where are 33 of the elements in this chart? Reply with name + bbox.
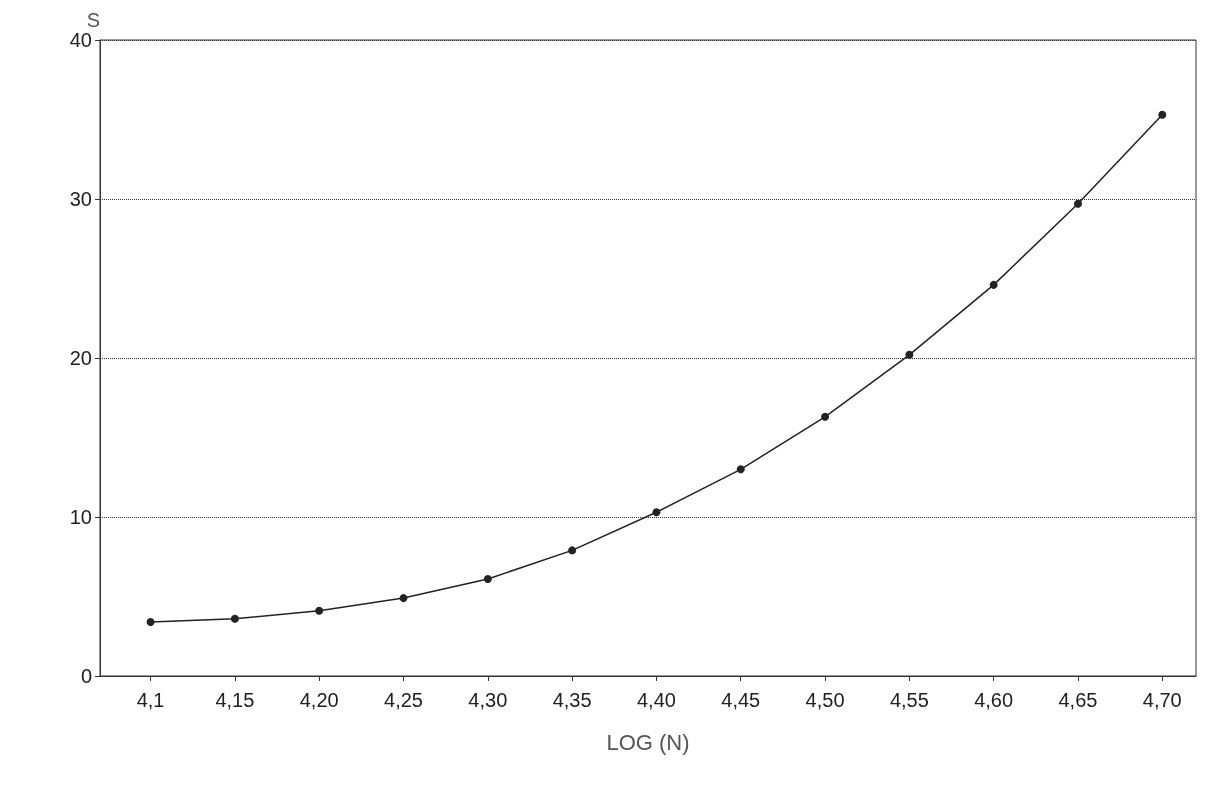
- point: [905, 350, 914, 359]
- x-tick-label: 4,65: [1058, 689, 1098, 711]
- point: [989, 280, 998, 289]
- x-tick-label: 4,40: [636, 689, 676, 711]
- point: [1073, 199, 1082, 208]
- point: [652, 508, 661, 517]
- y-tick-label: 40: [69, 29, 92, 51]
- point: [399, 594, 408, 603]
- x-tick-label: 4,30: [468, 689, 508, 711]
- x-tick-label: 4,1: [136, 689, 165, 711]
- x-axis-title: LOG (N): [606, 729, 690, 755]
- point: [315, 606, 324, 615]
- point: [821, 412, 830, 421]
- y-tick-label: 30: [69, 188, 92, 210]
- y-axis-title: S: [86, 9, 100, 32]
- x-tick-label: 4,55: [889, 689, 929, 711]
- point: [568, 546, 577, 555]
- y-tick-label: 10: [69, 506, 92, 528]
- point: [736, 465, 745, 474]
- x-tick-label: 4,60: [974, 689, 1014, 711]
- x-tick-label: 4,15: [215, 689, 255, 711]
- point: [146, 617, 155, 626]
- point: [230, 614, 239, 623]
- point: [483, 575, 492, 584]
- x-tick-label: 4,20: [299, 689, 339, 711]
- y-tick-label: 20: [69, 347, 92, 369]
- x-tick-label: 4,50: [805, 689, 845, 711]
- y-tick-label: 0: [80, 665, 92, 687]
- x-tick-label: 4,35: [552, 689, 592, 711]
- x-tick-label: 4,25: [384, 689, 423, 711]
- x-tick-label: 4,70: [1142, 689, 1182, 711]
- x-tick-label: 4,45: [721, 689, 761, 711]
- point: [1158, 110, 1167, 119]
